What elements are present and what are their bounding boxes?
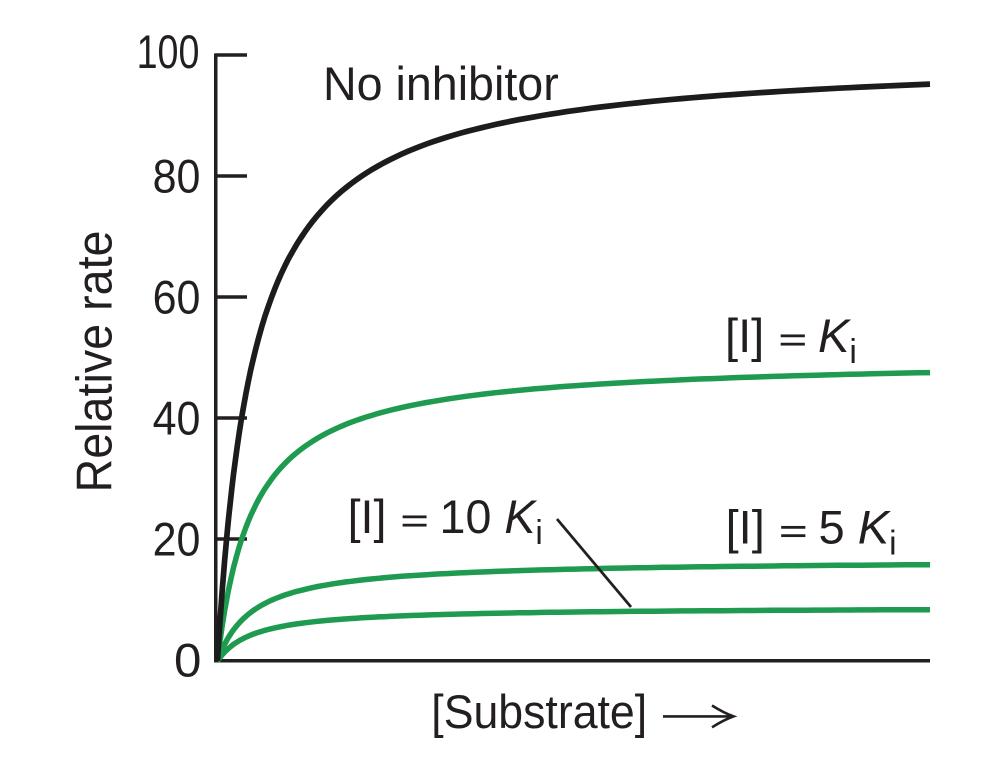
svg-text:20: 20	[153, 514, 201, 567]
svg-text:100: 100	[137, 26, 200, 79]
svg-text:[Substrate]: [Substrate]	[431, 685, 647, 739]
svg-text:80: 80	[153, 151, 201, 204]
svg-text:No inhibitor: No inhibitor	[323, 57, 559, 110]
svg-text:[I] = 10 Ki: [I] = 10 Ki	[348, 490, 543, 552]
svg-text:[I] = 5 Ki: [I] = 5 Ki	[726, 501, 897, 562]
svg-text:Relative rate: Relative rate	[67, 231, 123, 493]
svg-text:40: 40	[153, 393, 201, 446]
svg-text:0: 0	[174, 635, 201, 688]
svg-text:60: 60	[153, 272, 201, 325]
svg-text:[I] = Ki: [I] = Ki	[725, 310, 857, 371]
